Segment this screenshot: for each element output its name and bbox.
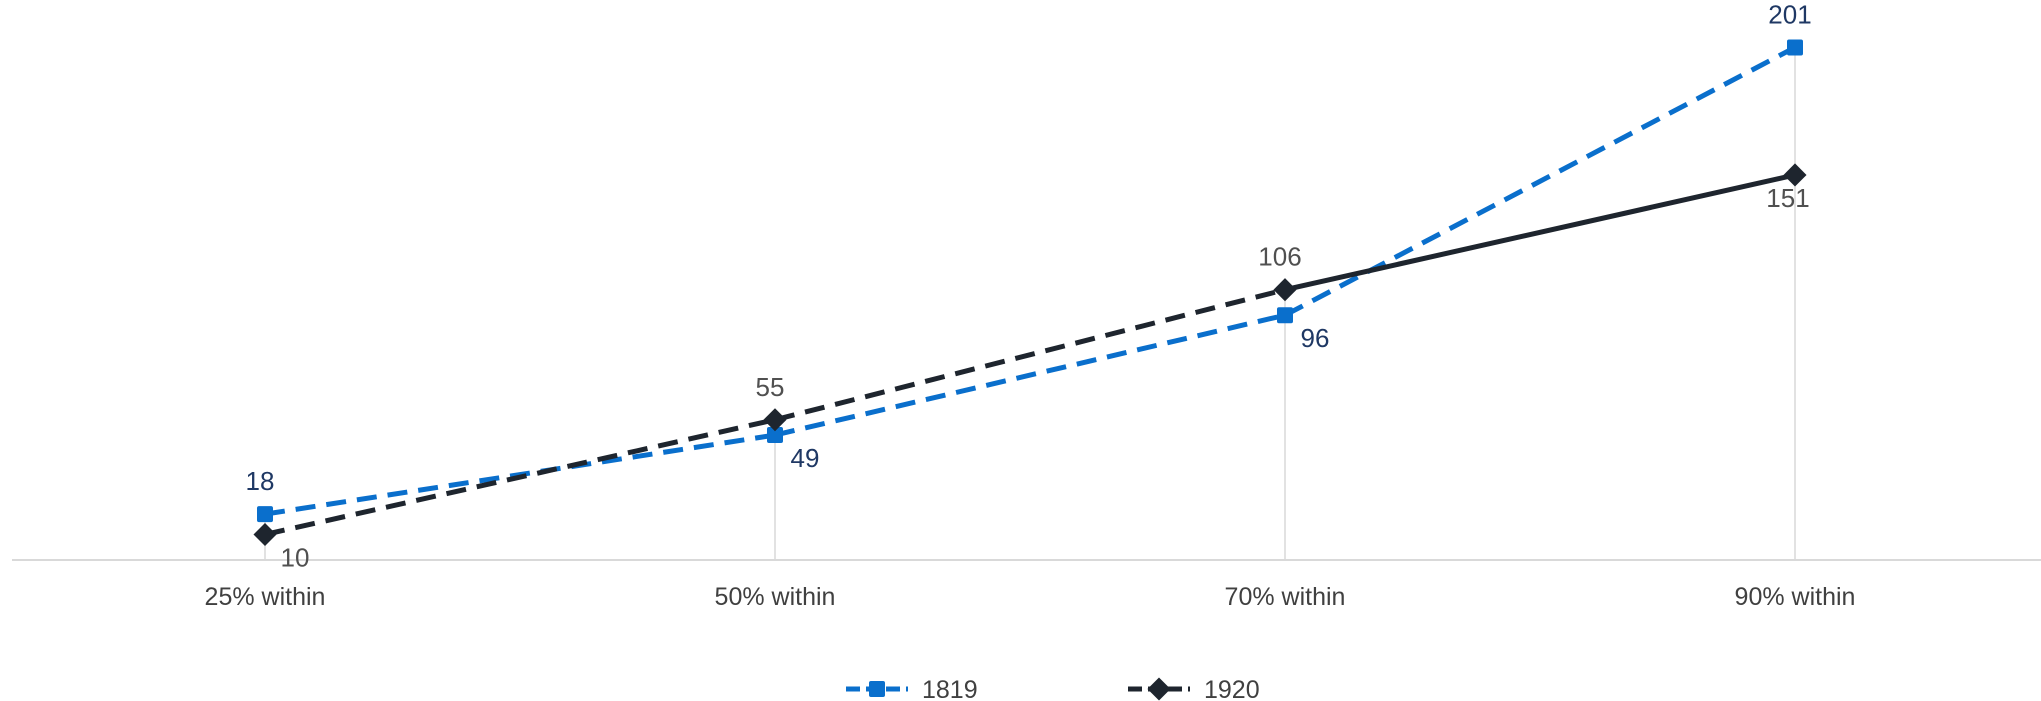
legend-label-1819: 1819 [922, 676, 978, 701]
data-label-1920-25-within: 10 [281, 543, 310, 573]
x-tick-label-90-within: 90% within [1735, 583, 1856, 611]
legend-marker-1819 [869, 681, 885, 697]
data-labels: 18 10 49 55 96 106 201 151 [246, 0, 1812, 573]
legend: 1819 1920 [846, 676, 1260, 701]
x-tick-label-70-within: 70% within [1225, 583, 1346, 611]
series-lines [264, 45, 1797, 537]
x-axis-tick-labels: 25% within 50% within 70% within 90% within [205, 583, 1856, 611]
legend-label-1920: 1920 [1204, 676, 1260, 701]
marker-1920-25-within [253, 522, 277, 547]
marker-1920-90-within [1783, 163, 1807, 187]
x-tick-label-50-within: 50% within [715, 583, 836, 611]
x-tick-label-25-within: 25% within [205, 583, 326, 611]
data-label-1819-90-within: 201 [1768, 0, 1811, 29]
legend-marker-1920 [1147, 677, 1171, 701]
marker-1819-90-within [1787, 39, 1803, 56]
data-label-1819-50-within: 49 [791, 443, 820, 473]
data-label-1819-70-within: 96 [1301, 323, 1330, 353]
marker-1920-50-within [763, 408, 787, 432]
series-1920-segment-2 [774, 287, 1286, 423]
series-markers [253, 39, 1807, 547]
data-label-1920-70-within: 106 [1258, 242, 1301, 272]
marker-1819-70-within [1277, 307, 1293, 324]
data-label-1920-50-within: 55 [756, 372, 785, 402]
data-label-1819-25-within: 18 [246, 466, 275, 496]
series-1819-segment-2 [774, 312, 1286, 438]
marker-1920-70-within [1273, 278, 1297, 302]
series-1920-segment-1 [264, 417, 776, 537]
legend-item-1819: 1819 [846, 676, 978, 701]
marker-1819-50-within [767, 427, 783, 444]
legend-item-1920: 1920 [1128, 676, 1260, 701]
data-label-1920-90-within: 151 [1766, 183, 1809, 213]
marker-1819-25-within [257, 506, 273, 523]
drop-lines [264, 47, 1796, 560]
series-1920-segment-3 [1284, 172, 1796, 293]
